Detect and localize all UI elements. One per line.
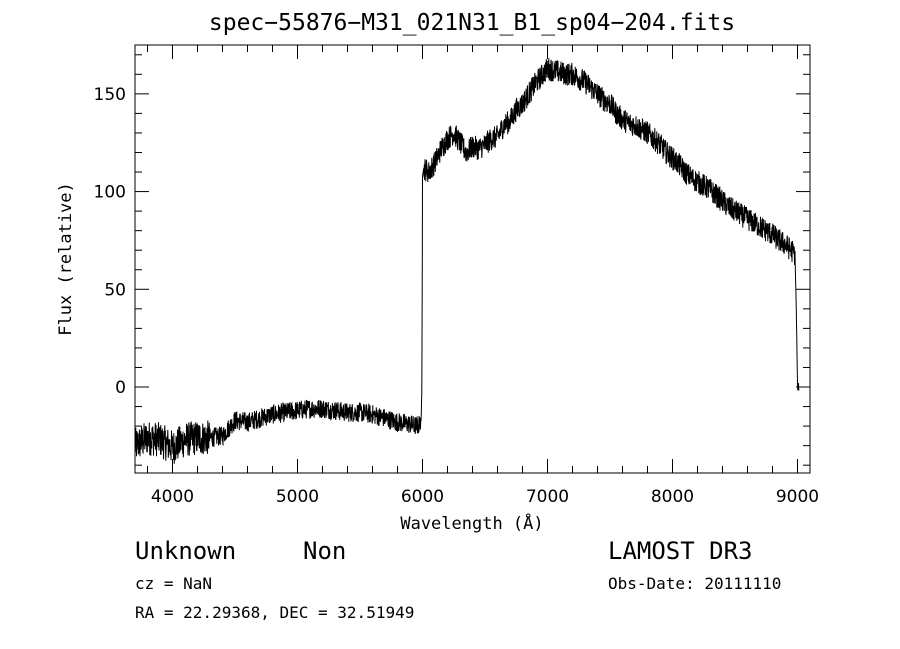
y-tick-label: 0 [115, 378, 126, 398]
x-tick-label: 5000 [276, 487, 319, 507]
spectrum-line [134, 58, 800, 464]
y-tick-label: 100 [94, 183, 126, 203]
chart-title: spec−55876−M31_021N31_B1_sp04−204.fits [209, 10, 735, 36]
object-class: Unknown [135, 537, 237, 565]
plot-frame [134, 44, 811, 474]
axis-ticks [135, 45, 810, 473]
x-tick-label: 8000 [651, 487, 694, 507]
x-tick-label: 4000 [151, 487, 194, 507]
obs-date: Obs-Date: 20111110 [608, 574, 782, 593]
survey-name: LAMOST DR3 [608, 537, 753, 565]
y-tick-label: 150 [94, 85, 126, 105]
x-tick-label: 7000 [526, 487, 569, 507]
ra-dec: RA = 22.29368, DEC = 32.51949 [135, 603, 415, 622]
object-subclass: Non [303, 537, 347, 565]
redshift-cz: cz = NaN [135, 574, 213, 593]
axis-tick-labels: 4000 5000 6000 7000 8000 9000 0 50 100 150 [94, 85, 820, 507]
x-axis-label: Wavelength (Å) [400, 512, 543, 534]
y-tick-label: 50 [104, 280, 126, 300]
y-axis-label: Flux (relative) [56, 182, 76, 336]
x-tick-label: 9000 [776, 487, 819, 507]
x-tick-label: 6000 [401, 487, 444, 507]
